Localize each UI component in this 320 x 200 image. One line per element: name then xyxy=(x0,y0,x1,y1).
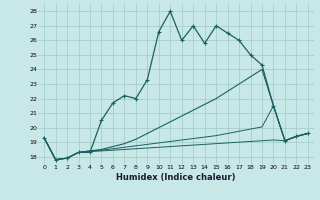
X-axis label: Humidex (Indice chaleur): Humidex (Indice chaleur) xyxy=(116,173,236,182)
